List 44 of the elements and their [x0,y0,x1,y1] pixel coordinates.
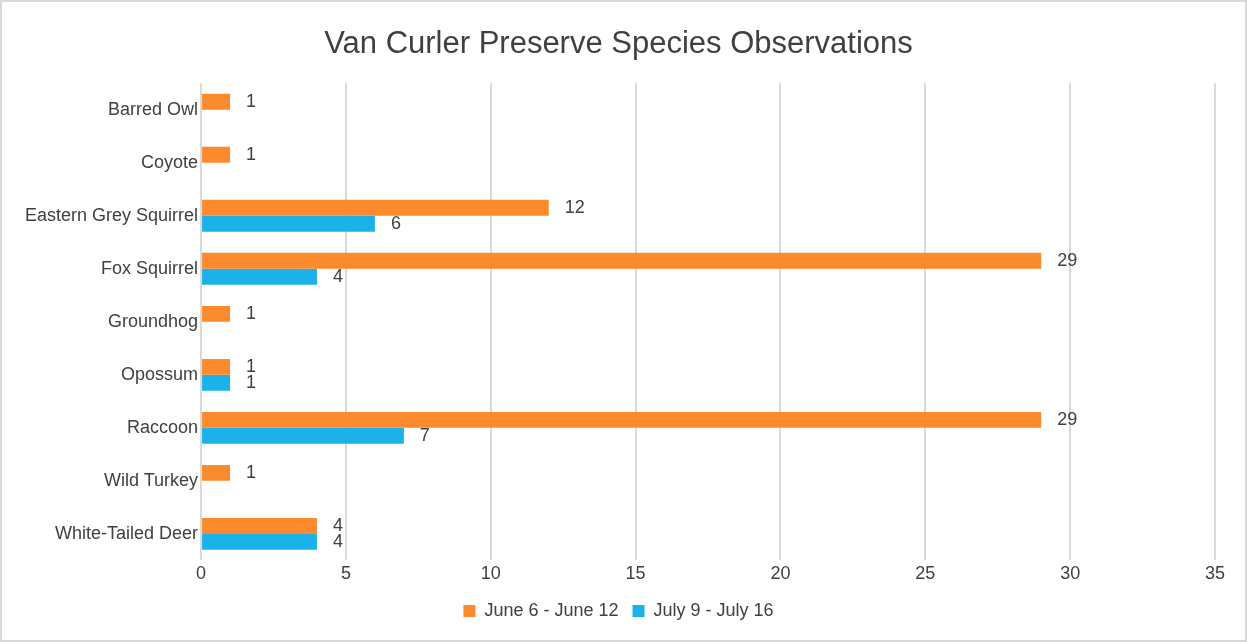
y-tick-label: Groundhog [107,310,199,331]
y-tick-label: Fox Squirrel [101,257,199,278]
legend-label: June 6 - June 12 [484,599,619,620]
data-label: 6 [390,212,401,233]
x-tick-label: 30 [1060,563,1081,584]
data-label: 1 [246,143,257,164]
bar [202,464,231,481]
data-label: 29 [1057,249,1078,270]
bar [202,427,404,444]
chart-title: Van Curler Preserve Species Observations [324,25,913,61]
x-tick-label: 15 [625,563,646,584]
data-label: 1 [246,461,257,482]
x-tick-label: 5 [340,563,351,584]
bar [202,533,317,550]
bar [202,411,1042,428]
data-label: 1 [246,302,257,323]
bar [202,93,231,110]
legend-label: July 9 - July 16 [653,599,774,620]
data-label: 4 [332,265,343,286]
data-label: 1 [246,90,257,111]
bar [202,358,231,375]
bar [202,305,231,322]
x-tick-label: 0 [196,563,207,584]
bar [202,215,375,232]
bar [202,252,1042,269]
y-tick-label: Coyote [141,151,199,172]
data-label: 29 [1057,408,1078,429]
bar [202,199,549,216]
data-label: 7 [419,424,430,445]
y-tick-label: White-Tailed Deer [55,522,199,543]
x-tick-label: 25 [915,563,936,584]
bar [202,268,317,285]
bar [202,374,231,391]
y-tick-label: Wild Turkey [104,469,199,490]
x-tick-label: 20 [770,563,791,584]
y-tick-label: Eastern Grey Squirrel [24,204,199,225]
bar [202,517,317,534]
y-tick-label: Barred Owl [108,98,199,119]
data-label: 12 [564,196,585,217]
bar [202,146,231,163]
x-tick-label: 35 [1204,563,1226,584]
x-tick-label: 10 [480,563,501,584]
y-tick-label: Opossum [121,363,199,384]
y-tick-label: Raccoon [127,416,199,437]
